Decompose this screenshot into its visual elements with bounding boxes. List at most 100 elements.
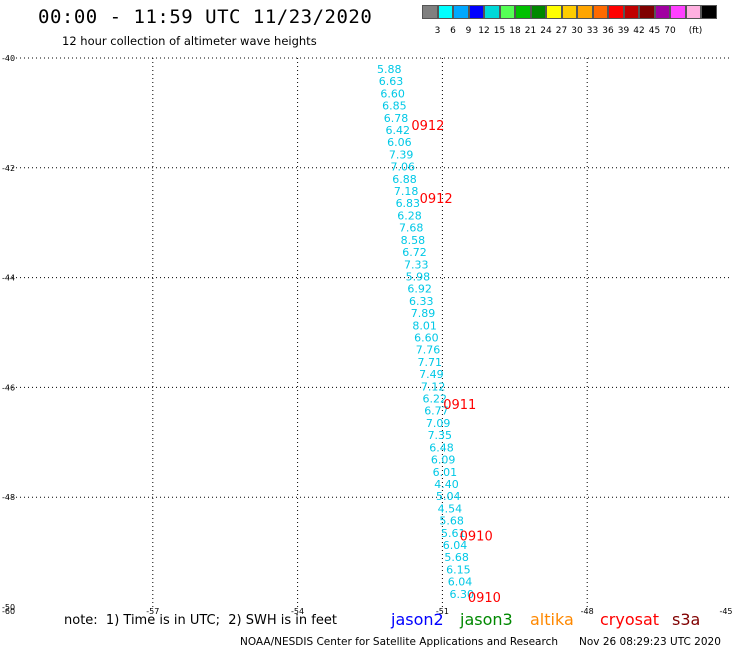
colorbar-label: 21 — [524, 26, 537, 36]
wave-height-label: 7.35 — [428, 429, 453, 442]
colorbar-label: (ft) — [688, 26, 703, 36]
x-tick-label: -57 — [146, 607, 159, 616]
wave-height-label: 7.71 — [417, 356, 442, 369]
wave-height-label: 6.63 — [379, 75, 404, 88]
wave-height-label: 8.01 — [412, 319, 437, 332]
colorbar-swatch — [623, 5, 639, 19]
y-tick-label: -48 — [2, 493, 15, 502]
wave-height-label: 6.78 — [384, 112, 409, 125]
wave-height-label: 6.92 — [407, 283, 432, 296]
wave-height-label: 7.33 — [404, 258, 429, 271]
colorbar-swatch — [654, 5, 670, 19]
colorbar-swatch — [546, 5, 562, 19]
y-tick-label: -44 — [2, 274, 15, 283]
colorbar-swatch — [484, 5, 500, 19]
colorbar-label: 15 — [493, 26, 506, 36]
colorbar-swatch — [515, 5, 531, 19]
wave-height-label: 6.01 — [433, 466, 458, 479]
x-tick-label: -48 — [581, 607, 594, 616]
wave-height-label: 7.39 — [389, 148, 414, 161]
wave-height-label: 5.88 — [377, 63, 402, 76]
wave-height-label: 5.98 — [406, 270, 431, 283]
credit-line: NOAA/NESDIS Center for Satellite Applica… — [240, 636, 558, 648]
legend-jason2: jason2 — [391, 610, 444, 629]
colorbar-swatch — [468, 5, 484, 19]
chart-subtitle: 12 hour collection of altimeter wave hei… — [62, 34, 317, 48]
wave-height-label: 7.68 — [399, 222, 424, 235]
colorbar-label: 3 — [434, 26, 441, 36]
colorbar-label: 9 — [465, 26, 472, 36]
wave-height-label: 7.06 — [391, 161, 416, 174]
wave-height-label: 7.89 — [411, 307, 436, 320]
x-tick-label: -54 — [291, 607, 304, 616]
colorbar-label: 6 — [450, 26, 456, 36]
y-tick-label: -46 — [2, 383, 15, 392]
colorbar-label: 27 — [555, 26, 568, 36]
legend-cryosat: cryosat — [600, 610, 660, 629]
colorbar-label: 18 — [509, 26, 521, 36]
colorbar-label: 24 — [540, 26, 552, 36]
wave-height-label: 6.88 — [392, 173, 417, 186]
colorbar-swatch — [561, 5, 577, 19]
colorbar-label: 30 — [571, 26, 583, 36]
legend-jason3: jason3 — [460, 610, 513, 629]
wave-height-label: 7.09 — [426, 417, 451, 430]
wave-height-label: 6.72 — [402, 246, 427, 259]
wave-height-label: 6.33 — [409, 295, 434, 308]
wave-height-label: 6.06 — [387, 136, 412, 149]
wave-height-label: 6.60 — [414, 332, 439, 345]
wave-height-label: 7.49 — [419, 368, 444, 381]
colorbar-label: 36 — [602, 26, 614, 36]
wave-height-label: 6.77 — [424, 405, 449, 418]
wave-height-label: 6.83 — [396, 197, 421, 210]
wave-height-label: 5.04 — [436, 490, 461, 503]
wave-height-label: 6.04 — [443, 539, 468, 552]
wave-height-label: 4.40 — [434, 478, 459, 491]
chart-title: 00:00 - 11:59 UTC 11/23/2020 — [38, 6, 373, 28]
wave-height-label: 6.22 — [423, 393, 448, 406]
colorbar-label: 42 — [633, 26, 645, 36]
wave-height-label: 6.28 — [397, 209, 422, 222]
legend-s3a: s3a — [672, 610, 701, 629]
wave-height-label: 6.42 — [385, 124, 410, 137]
x-tick-label: -60 — [2, 607, 15, 616]
y-tick-label: -50 — [2, 603, 15, 612]
y-tick-label: -40 — [2, 54, 15, 63]
colorbar-label: 45 — [648, 26, 661, 36]
x-tick-label: -45 — [719, 607, 732, 616]
colorbar-swatch — [608, 5, 624, 19]
colorbar-swatch — [701, 5, 717, 19]
colorbar-swatch — [530, 5, 546, 19]
colorbar-swatch — [592, 5, 608, 19]
wave-height-label: 7.18 — [394, 185, 419, 198]
wave-height-label: 6.15 — [446, 563, 471, 576]
time-label: 0910 — [468, 591, 501, 606]
wave-height-label: 4.54 — [438, 502, 463, 515]
colorbar-label: 12 — [478, 26, 490, 36]
colorbar-swatch — [577, 5, 593, 19]
time-label: 0911 — [443, 398, 476, 413]
time-label: 0912 — [411, 119, 444, 134]
colorbar-swatch — [670, 5, 686, 19]
wave-height-label: 5.61 — [441, 527, 466, 540]
wave-height-label: 6.09 — [431, 454, 456, 467]
wave-height-label: 8.58 — [401, 234, 426, 247]
colorbar-swatch — [685, 5, 701, 19]
colorbar-swatch — [639, 5, 655, 19]
y-tick-label: -42 — [2, 164, 15, 173]
colorbar-label: 39 — [617, 26, 630, 36]
wave-height-label: 7.12 — [421, 380, 446, 393]
x-tick-label: -51 — [436, 607, 449, 616]
footer-note: note: 1) Time is in UTC; 2) SWH is in fe… — [64, 613, 337, 628]
wave-height-label: 6.48 — [429, 441, 454, 454]
wave-height-label: 5.68 — [444, 551, 469, 564]
colorbar-swatch — [453, 5, 469, 19]
time-label: 0912 — [420, 192, 453, 207]
colorbar-label: 70 — [664, 26, 676, 36]
wave-height-label: 6.04 — [448, 576, 473, 589]
colorbar-swatch — [422, 5, 438, 19]
colorbar-label: 33 — [586, 26, 599, 36]
legend-altika: altika — [530, 610, 574, 629]
colorbar-swatch — [499, 5, 515, 19]
